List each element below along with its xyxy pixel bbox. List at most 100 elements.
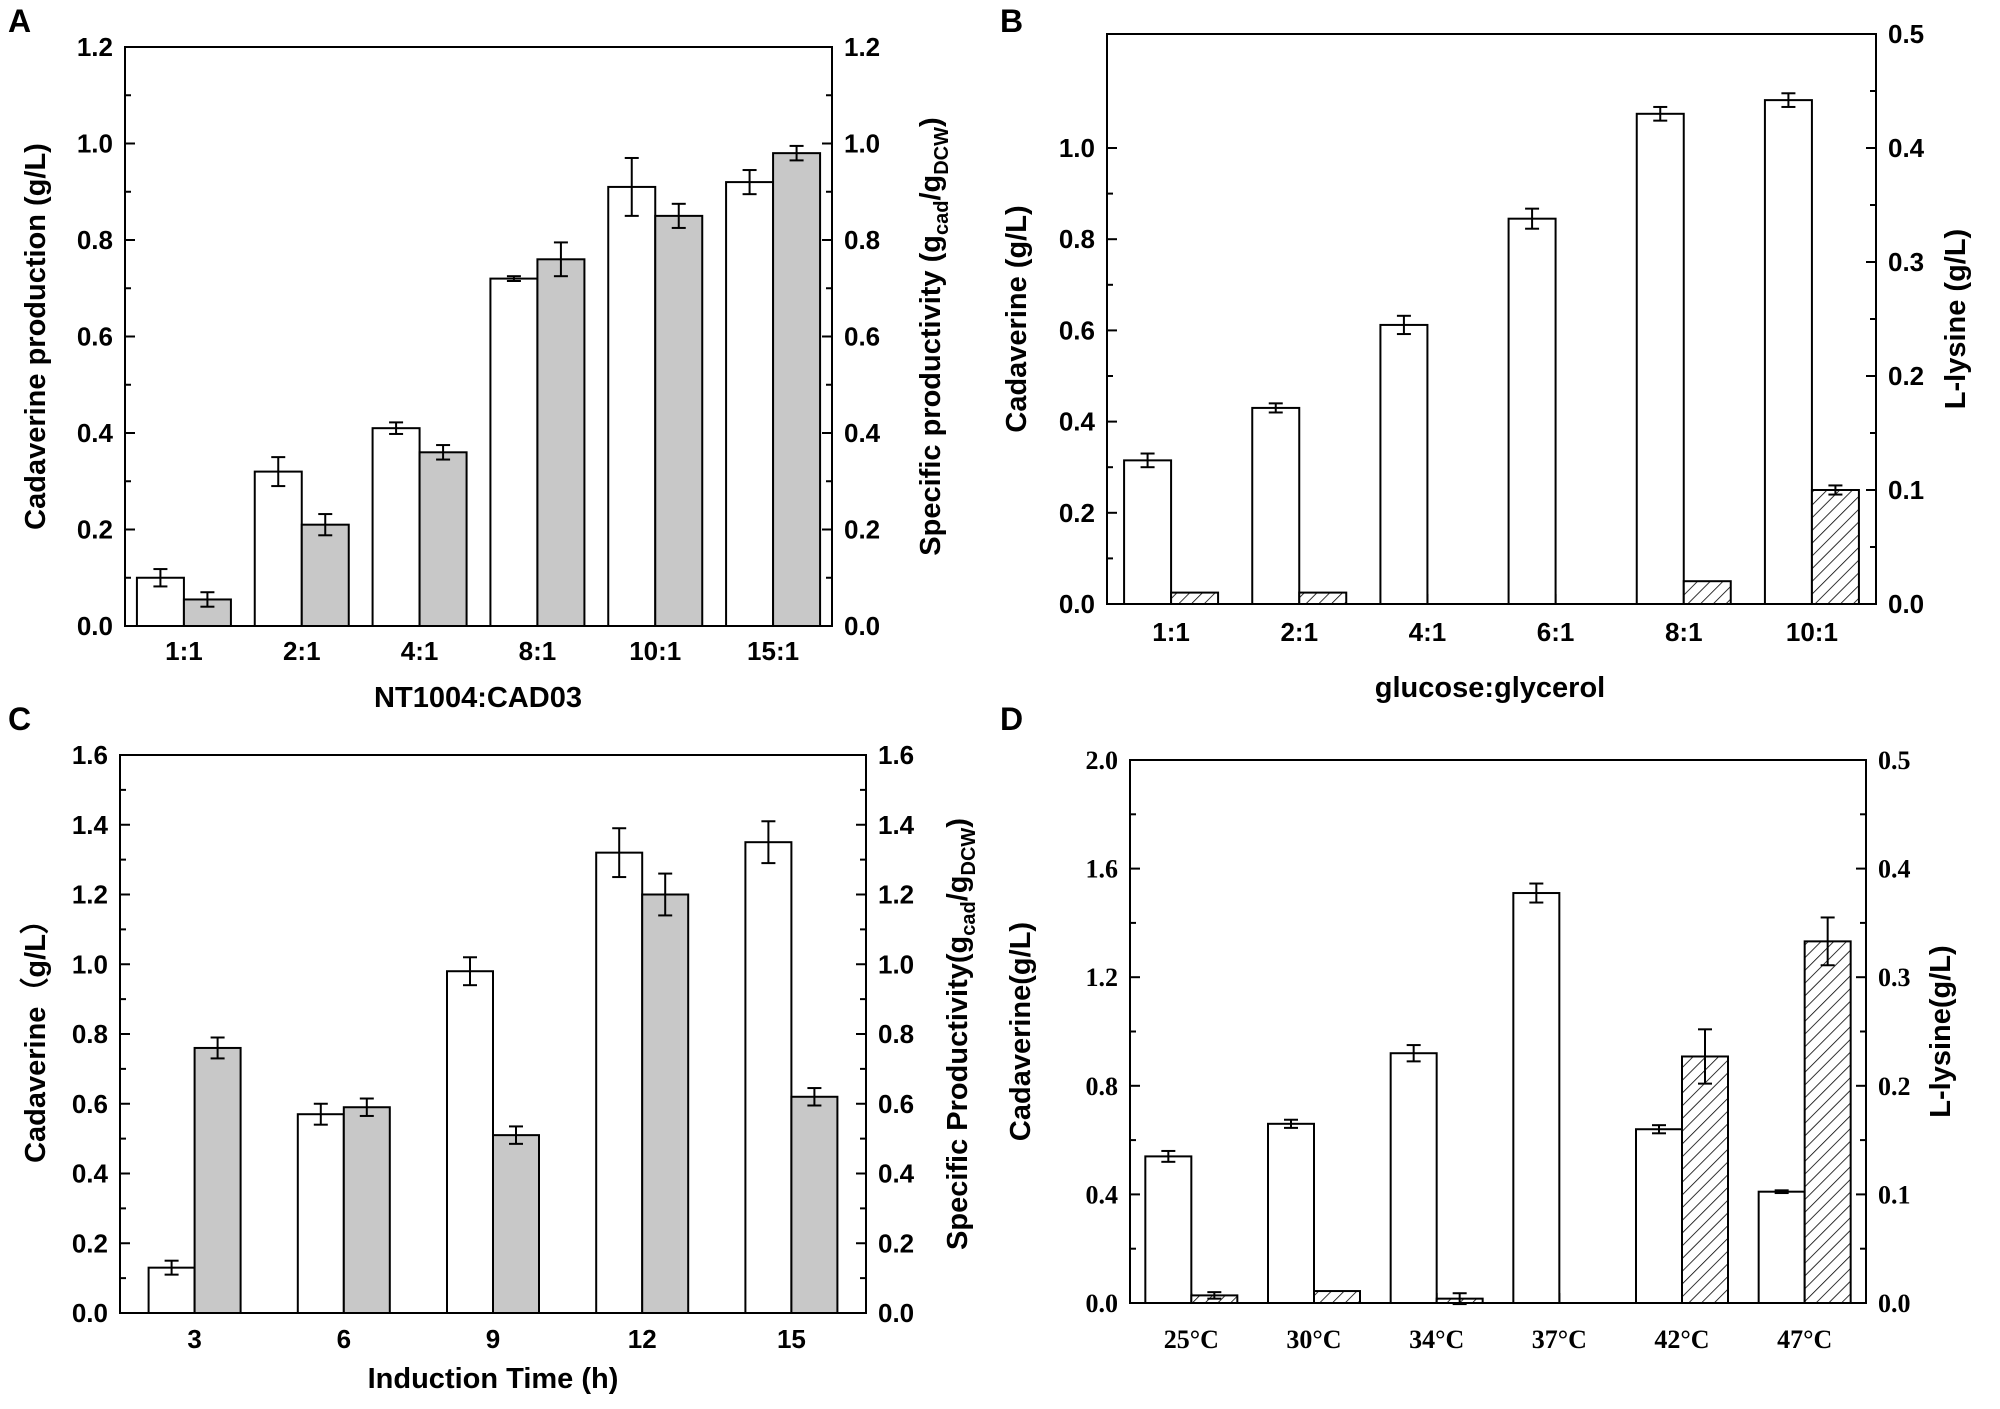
x-tick-label: 3	[187, 1324, 201, 1354]
y-tick-label-right: 1.2	[878, 880, 914, 910]
bar-lysine	[1681, 1055, 1729, 1305]
y-title-right-main: Specific Productivity(g	[942, 936, 974, 1250]
x-tick-label: 8:1	[1665, 617, 1703, 647]
bar-secondary	[492, 1134, 540, 1314]
y-tick-label-right: 0.8	[878, 1019, 914, 1049]
y-tick-label-right: 0.0	[1878, 1289, 1911, 1318]
y-title-right-sub1: cad	[931, 201, 953, 235]
bar-lysine	[1170, 591, 1220, 605]
bar-primary	[1389, 1052, 1438, 1304]
x-tick-label: 12	[628, 1324, 657, 1354]
y-tick-label-left: 0.4	[1059, 407, 1096, 437]
bar-primary	[595, 851, 644, 1315]
bar-secondary	[790, 1095, 839, 1315]
bar-lysine	[1298, 591, 1348, 605]
y-title-right-main: L-lysine(g/L)	[1925, 945, 1957, 1117]
y-tick-label-right: 0.8	[844, 225, 880, 255]
x-tick-label: 10:1	[1786, 617, 1838, 647]
y-tick-label-left: 1.2	[72, 880, 108, 910]
y-tick-label-right: 0.0	[878, 1298, 914, 1328]
x-tick-label: 15	[777, 1324, 806, 1354]
y-tick-label-left: 0.4	[72, 1159, 109, 1189]
y-tick-label-left: 0.0	[1059, 589, 1095, 619]
bar-primary	[296, 1113, 345, 1315]
y-tick-label-left: 0.2	[72, 1228, 108, 1258]
y-tick-label-left: 0.8	[1059, 224, 1095, 254]
bar-secondary	[654, 214, 704, 627]
y-tick-label-left: 1.0	[77, 129, 113, 159]
bar-secondary	[342, 1106, 391, 1315]
x-tick-label: 1:1	[165, 636, 203, 666]
x-tick-label: 30°C	[1286, 1325, 1341, 1354]
y-tick-label-left: 0.8	[77, 225, 113, 255]
y-axis-title-right: Specific Productivity(gcad/gDCW)	[942, 818, 980, 1250]
panel-d: D 0.0 0.4 0.8 1.2 1.6 2.0 0.0 0.1 0.2 0.3 0.4 0.5 25°…	[1000, 701, 1957, 1354]
y-axis-title-left: Cadaverine production (g/L)	[20, 143, 52, 530]
x-tick-label: 9	[486, 1324, 500, 1354]
x-axis-title: glucose:glycerol	[1375, 672, 1605, 704]
y-title-right-sub2: DCW	[958, 828, 980, 876]
y-title-right-sub1: cad	[958, 901, 980, 935]
y-tick-label-right: 0.1	[1878, 1180, 1911, 1209]
bar-primary	[371, 427, 421, 627]
y-tick-label-right: 0.3	[1888, 247, 1924, 277]
y-tick-label-right: 0.5	[1888, 19, 1924, 49]
bar-primary	[1251, 406, 1301, 606]
y-title-right-mid: /g	[915, 175, 947, 201]
y-axis-title-right: Specific productivity (gcad/gDCW)	[915, 117, 953, 555]
bar-primary	[1507, 217, 1557, 605]
y-tick-label-right: 0.0	[1888, 589, 1924, 619]
y-axis-title-left: Cadaverine (g/L)	[1001, 205, 1033, 432]
bar-lysine	[1682, 580, 1732, 606]
y-tick-label-left: 0.4	[77, 418, 114, 448]
y-tick-label-right: 1.0	[878, 949, 914, 979]
x-axis-title: Induction Time (h)	[368, 1363, 619, 1395]
bar-secondary	[641, 893, 690, 1314]
y-tick-label-left: 1.0	[72, 949, 108, 979]
plot-frame	[1129, 759, 1867, 1304]
y-tick-label-right: 1.2	[844, 32, 880, 62]
y-title-right-end: )	[915, 117, 947, 127]
bar-primary	[1144, 1155, 1193, 1305]
panel-letter: B	[1000, 3, 1023, 39]
x-tick-label: 8:1	[519, 636, 557, 666]
y-tick-label-right: 0.1	[1888, 475, 1924, 505]
x-tick-label: 25°C	[1164, 1325, 1219, 1354]
bar-lysine	[1803, 940, 1852, 1304]
y-title-right-mid: /g	[942, 875, 974, 901]
bar-primary	[1763, 99, 1813, 606]
y-tick-label-left: 1.2	[77, 32, 113, 62]
panel-c: C 0.0 0.2 0.4 0.6 0.8 1.0 1.2 1.4 1.6 0.0 0.2 0.4 0.6…	[8, 701, 980, 1395]
y-tick-label-right: 0.4	[1888, 133, 1925, 163]
x-tick-label: 42°C	[1654, 1325, 1709, 1354]
panel-letter: A	[8, 3, 31, 39]
bar-primary	[1757, 1190, 1806, 1305]
bar-primary	[1635, 1128, 1683, 1304]
x-tick-label: 10:1	[629, 636, 681, 666]
y-title-right-end: )	[942, 818, 974, 828]
x-axis-title: NT1004:CAD03	[374, 682, 582, 714]
y-tick-label-left: 2.0	[1086, 746, 1119, 775]
y-tick-label-left: 0.8	[1086, 1072, 1119, 1101]
y-tick-label-left: 0.6	[77, 322, 113, 352]
y-tick-label-right: 0.2	[878, 1228, 914, 1258]
y-tick-label-right: 0.0	[844, 611, 880, 641]
y-tick-label-left: 0.0	[72, 1298, 108, 1328]
bar-secondary	[193, 1046, 242, 1314]
y-title-right-main: L-lysine (g/L)	[1940, 229, 1972, 409]
y-tick-label-left: 0.4	[1086, 1180, 1119, 1209]
y-tick-label-right: 0.2	[1888, 361, 1924, 391]
y-tick-label-left: 0.0	[77, 611, 113, 641]
y-title-right-main: Specific productivity (g	[915, 235, 947, 556]
bar-primary	[1512, 892, 1561, 1304]
y-tick-label-left: 0.6	[1059, 315, 1095, 345]
x-tick-label: 4:1	[401, 636, 439, 666]
x-tick-label: 4:1	[1409, 617, 1447, 647]
y-tick-label-right: 0.2	[1878, 1072, 1911, 1101]
y-tick-label-right: 0.4	[878, 1159, 915, 1189]
y-tick-label-left: 1.0	[1059, 133, 1095, 163]
bar-primary	[253, 470, 303, 627]
y-tick-label-right: 0.3	[1878, 963, 1911, 992]
bar-primary	[1123, 459, 1173, 605]
